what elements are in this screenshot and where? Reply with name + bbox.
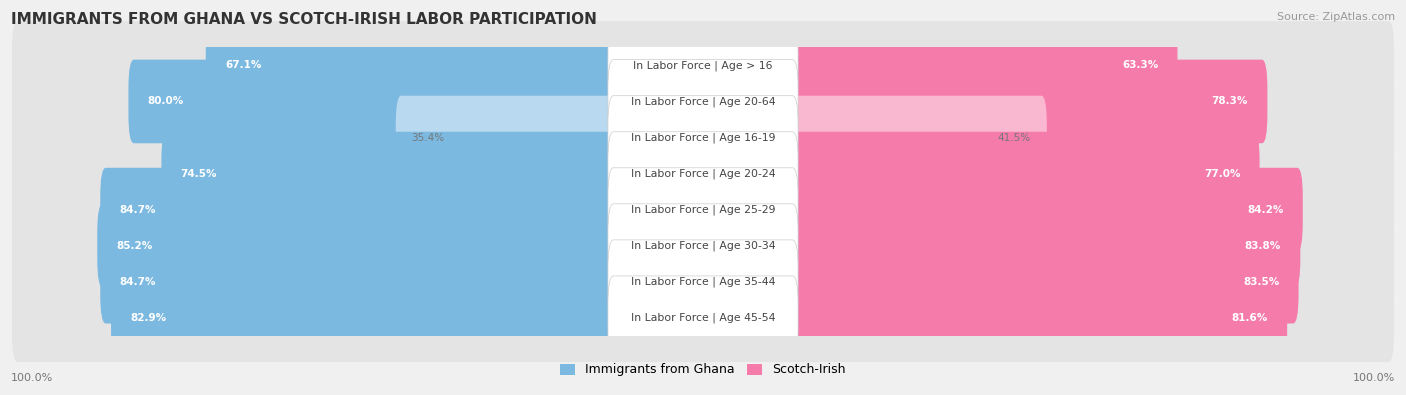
Text: 84.7%: 84.7% — [120, 205, 156, 214]
FancyBboxPatch shape — [13, 57, 1393, 146]
Text: 77.0%: 77.0% — [1204, 169, 1240, 179]
FancyBboxPatch shape — [97, 204, 619, 288]
FancyBboxPatch shape — [395, 96, 619, 179]
FancyBboxPatch shape — [13, 237, 1393, 326]
FancyBboxPatch shape — [787, 60, 1267, 143]
FancyBboxPatch shape — [787, 276, 1286, 359]
Text: 83.5%: 83.5% — [1243, 276, 1279, 287]
FancyBboxPatch shape — [787, 168, 1303, 251]
FancyBboxPatch shape — [607, 24, 799, 107]
Text: 83.8%: 83.8% — [1244, 241, 1281, 251]
FancyBboxPatch shape — [787, 24, 1177, 107]
Text: In Labor Force | Age 16-19: In Labor Force | Age 16-19 — [631, 132, 775, 143]
Text: 100.0%: 100.0% — [1353, 373, 1395, 383]
Text: In Labor Force | Age 45-54: In Labor Force | Age 45-54 — [631, 312, 775, 323]
FancyBboxPatch shape — [607, 204, 799, 288]
FancyBboxPatch shape — [111, 276, 619, 359]
Text: 63.3%: 63.3% — [1122, 60, 1159, 70]
FancyBboxPatch shape — [128, 60, 619, 143]
FancyBboxPatch shape — [100, 240, 619, 324]
FancyBboxPatch shape — [13, 273, 1393, 362]
Text: In Labor Force | Age > 16: In Labor Force | Age > 16 — [633, 60, 773, 71]
FancyBboxPatch shape — [205, 24, 619, 107]
FancyBboxPatch shape — [787, 240, 1299, 324]
FancyBboxPatch shape — [13, 129, 1393, 218]
Text: 67.1%: 67.1% — [225, 60, 262, 70]
Text: Source: ZipAtlas.com: Source: ZipAtlas.com — [1277, 12, 1395, 22]
FancyBboxPatch shape — [13, 165, 1393, 254]
Text: In Labor Force | Age 25-29: In Labor Force | Age 25-29 — [631, 204, 775, 215]
FancyBboxPatch shape — [787, 96, 1047, 179]
Text: In Labor Force | Age 20-64: In Labor Force | Age 20-64 — [631, 96, 775, 107]
Text: In Labor Force | Age 30-34: In Labor Force | Age 30-34 — [631, 241, 775, 251]
Text: 80.0%: 80.0% — [148, 96, 184, 107]
FancyBboxPatch shape — [13, 201, 1393, 290]
Text: 74.5%: 74.5% — [181, 169, 217, 179]
Text: 82.9%: 82.9% — [131, 313, 166, 323]
Text: 85.2%: 85.2% — [117, 241, 153, 251]
Text: IMMIGRANTS FROM GHANA VS SCOTCH-IRISH LABOR PARTICIPATION: IMMIGRANTS FROM GHANA VS SCOTCH-IRISH LA… — [11, 12, 598, 27]
Text: 35.4%: 35.4% — [412, 132, 444, 143]
FancyBboxPatch shape — [607, 276, 799, 359]
FancyBboxPatch shape — [13, 21, 1393, 110]
Text: In Labor Force | Age 35-44: In Labor Force | Age 35-44 — [631, 276, 775, 287]
FancyBboxPatch shape — [13, 93, 1393, 182]
FancyBboxPatch shape — [607, 96, 799, 179]
FancyBboxPatch shape — [787, 132, 1260, 215]
FancyBboxPatch shape — [607, 168, 799, 251]
Legend: Immigrants from Ghana, Scotch-Irish: Immigrants from Ghana, Scotch-Irish — [555, 358, 851, 382]
Text: In Labor Force | Age 20-24: In Labor Force | Age 20-24 — [631, 168, 775, 179]
FancyBboxPatch shape — [787, 204, 1301, 288]
Text: 100.0%: 100.0% — [11, 373, 53, 383]
Text: 81.6%: 81.6% — [1232, 313, 1268, 323]
Text: 84.7%: 84.7% — [120, 276, 156, 287]
FancyBboxPatch shape — [162, 132, 619, 215]
Text: 41.5%: 41.5% — [998, 132, 1031, 143]
Text: 84.2%: 84.2% — [1247, 205, 1284, 214]
FancyBboxPatch shape — [607, 60, 799, 143]
FancyBboxPatch shape — [607, 240, 799, 324]
FancyBboxPatch shape — [607, 132, 799, 215]
FancyBboxPatch shape — [100, 168, 619, 251]
Text: 78.3%: 78.3% — [1212, 96, 1249, 107]
